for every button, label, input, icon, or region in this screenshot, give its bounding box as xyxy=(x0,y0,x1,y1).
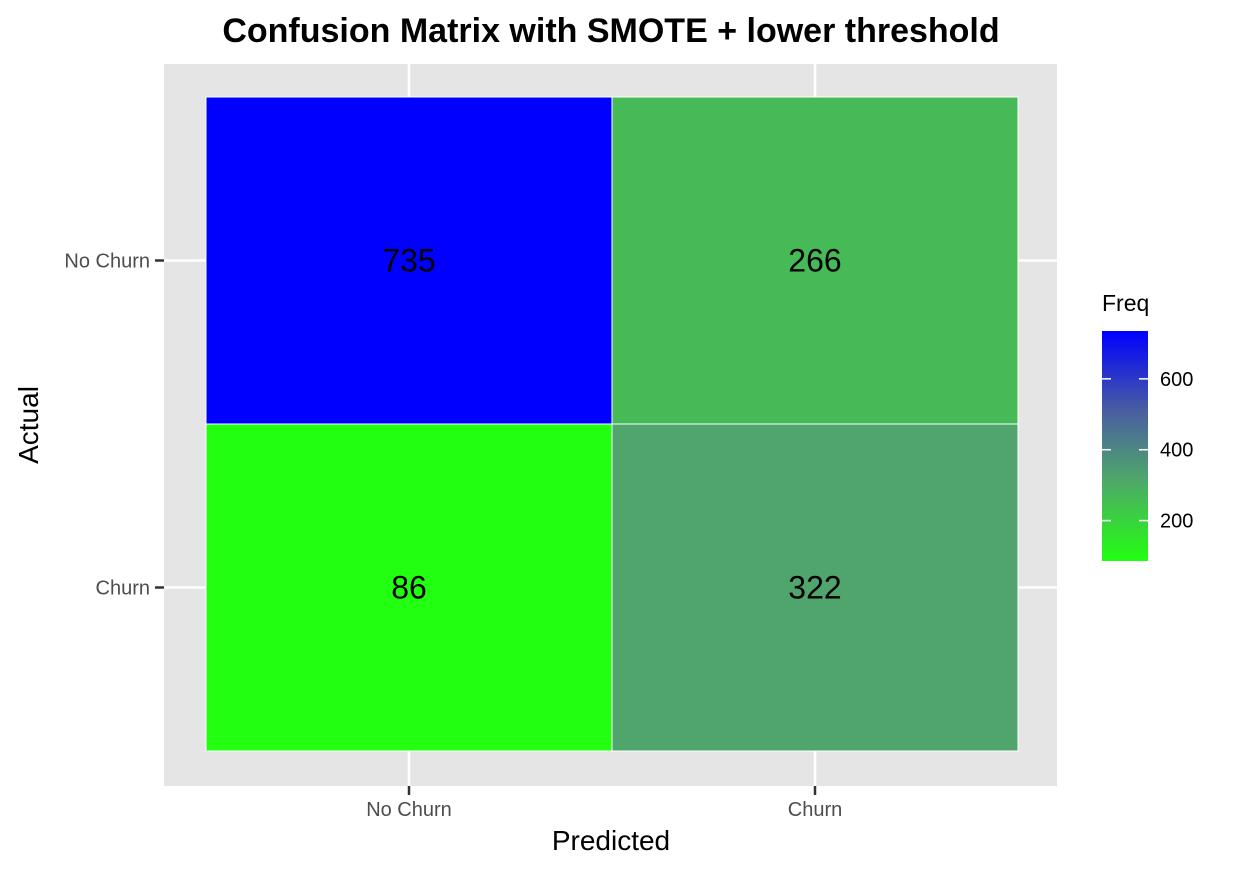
legend-tick-label: 400 xyxy=(1160,440,1193,462)
cell-value-label: 86 xyxy=(391,570,427,606)
heatmap-cell xyxy=(611,423,1019,752)
legend: Freq 200 400 600 xyxy=(1102,290,1193,561)
heatmap-cell xyxy=(205,423,613,752)
chart-title: Confusion Matrix with SMOTE + lower thre… xyxy=(222,12,999,50)
cell-value-label: 735 xyxy=(382,243,435,279)
legend-tick-label: 200 xyxy=(1160,511,1193,533)
x-tick-label: No Churn xyxy=(366,799,452,821)
cell-value-label: 266 xyxy=(788,243,841,279)
legend-tick-label: 600 xyxy=(1160,369,1193,391)
heatmap-cells xyxy=(205,96,1019,752)
y-axis-title: Actual xyxy=(13,386,44,464)
legend-title: Freq xyxy=(1102,290,1149,316)
y-axis: No Churn Churn xyxy=(64,251,164,600)
legend-ticks: 200 400 600 xyxy=(1102,369,1193,533)
y-tick-label: No Churn xyxy=(64,251,150,273)
legend-colorbar xyxy=(1102,331,1148,561)
y-tick-label: Churn xyxy=(96,578,150,600)
cell-value-label: 322 xyxy=(788,570,841,606)
heatmap-cell-labels: 735 266 86 322 xyxy=(382,243,841,606)
x-tick-label: Churn xyxy=(788,799,842,821)
heatmap-cell xyxy=(611,96,1019,425)
x-axis-title: Predicted xyxy=(552,825,670,856)
x-axis: No Churn Churn xyxy=(366,786,842,821)
